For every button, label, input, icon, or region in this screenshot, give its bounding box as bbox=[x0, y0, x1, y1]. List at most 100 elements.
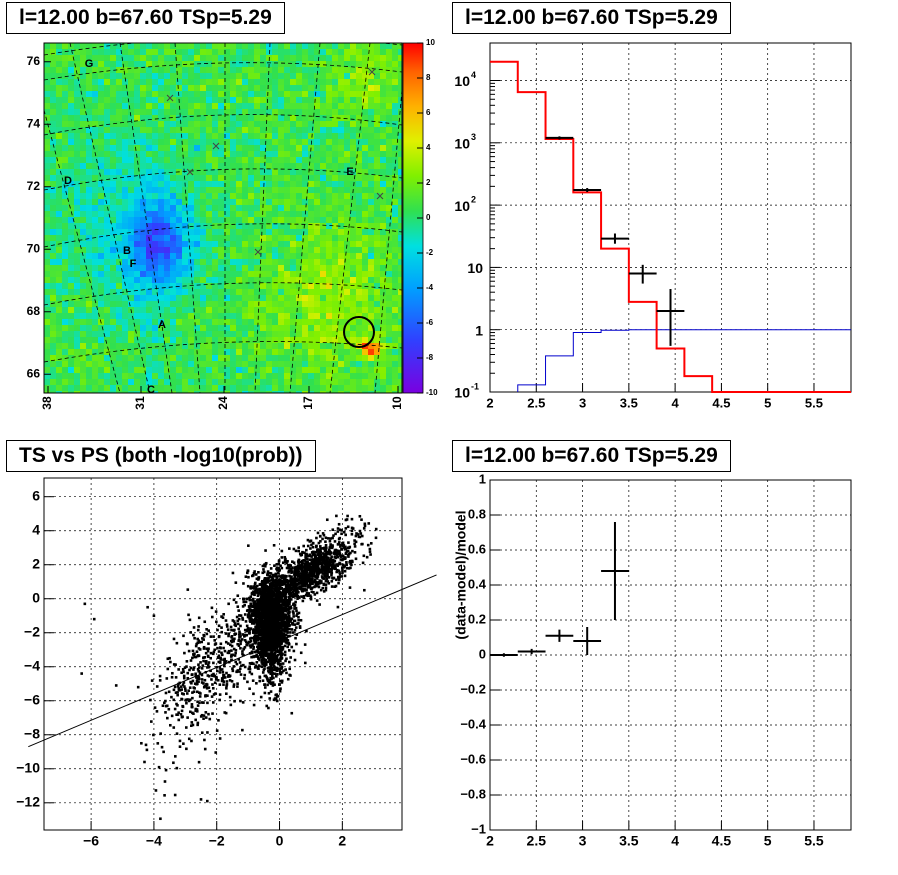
heatmap-cell bbox=[200, 253, 207, 260]
scatter-point bbox=[252, 571, 256, 575]
heatmap-cell bbox=[296, 103, 303, 110]
scatter-point bbox=[292, 615, 295, 618]
heatmap-cell bbox=[260, 289, 267, 296]
heatmap-cell bbox=[380, 223, 387, 230]
heatmap-cell bbox=[116, 271, 123, 278]
heatmap-cell bbox=[290, 271, 297, 278]
heatmap-cell bbox=[104, 289, 111, 296]
heatmap-cell bbox=[230, 385, 237, 392]
heatmap-cell bbox=[314, 235, 321, 242]
heatmap-cell bbox=[380, 61, 387, 68]
heatmap-cell bbox=[338, 85, 345, 92]
heatmap-cell bbox=[116, 139, 123, 146]
heatmap-cell bbox=[50, 385, 57, 392]
heatmap-cell bbox=[224, 115, 231, 122]
heatmap-cell bbox=[296, 151, 303, 158]
heatmap-cell bbox=[56, 157, 63, 164]
heatmap-cell bbox=[212, 259, 219, 266]
heatmap-cell bbox=[302, 67, 309, 74]
heatmap-cell bbox=[260, 259, 267, 266]
heatmap-cell bbox=[194, 331, 201, 338]
heatmap-cell bbox=[212, 115, 219, 122]
heatmap-cell bbox=[50, 139, 57, 146]
heatmap-cell bbox=[98, 283, 105, 290]
heatmap-cell bbox=[344, 187, 351, 194]
heatmap-cell bbox=[356, 157, 363, 164]
heatmap-cell bbox=[290, 97, 297, 104]
heatmap-cell bbox=[98, 223, 105, 230]
heatmap-cell bbox=[242, 301, 249, 308]
heatmap-cell bbox=[110, 67, 117, 74]
heatmap-cell bbox=[98, 373, 105, 380]
heatmap-cell bbox=[212, 253, 219, 260]
heatmap-cell bbox=[62, 313, 69, 320]
heatmap-cell bbox=[254, 253, 261, 260]
heatmap-cell bbox=[302, 127, 309, 134]
heatmap-cell bbox=[344, 199, 351, 206]
heatmap-cell bbox=[188, 205, 195, 212]
heatmap-cell bbox=[386, 361, 393, 368]
heatmap-cell bbox=[320, 385, 327, 392]
heatmap-cell bbox=[74, 181, 81, 188]
heatmap-cell bbox=[128, 283, 135, 290]
heatmap-cell bbox=[68, 217, 75, 224]
heatmap-cell bbox=[320, 235, 327, 242]
heatmap-cell bbox=[212, 133, 219, 140]
heatmap-cell bbox=[356, 325, 363, 332]
heatmap-cell bbox=[266, 271, 273, 278]
heatmap-cell bbox=[272, 163, 279, 170]
heatmap-cell bbox=[248, 181, 255, 188]
heatmap-cell bbox=[368, 49, 375, 56]
heatmap-cell bbox=[176, 361, 183, 368]
heatmap-cell bbox=[242, 217, 249, 224]
heatmap-cell bbox=[320, 79, 327, 86]
heatmap-cell bbox=[104, 283, 111, 290]
heatmap-cell bbox=[314, 43, 321, 50]
heatmap-cell bbox=[200, 199, 207, 206]
heatmap-cell bbox=[218, 199, 225, 206]
heatmap-cell bbox=[74, 73, 81, 80]
heatmap-cell bbox=[392, 97, 399, 104]
heatmap-cell bbox=[308, 253, 315, 260]
heatmap-cell bbox=[320, 199, 327, 206]
heatmap-cell bbox=[398, 337, 402, 344]
heatmap-cell bbox=[368, 217, 375, 224]
heatmap-cell bbox=[212, 283, 219, 290]
heatmap-cell bbox=[296, 277, 303, 284]
heatmap-cell bbox=[188, 109, 195, 116]
heatmap-cell bbox=[284, 319, 291, 326]
scatter-point bbox=[255, 626, 258, 630]
heatmap-cell bbox=[314, 241, 321, 248]
heatmap-cell bbox=[212, 157, 219, 164]
heatmap-cell bbox=[122, 103, 129, 110]
heatmap-cell bbox=[152, 121, 159, 128]
heatmap-cell bbox=[284, 373, 291, 380]
heatmap-cell bbox=[236, 139, 243, 146]
heatmap-cell bbox=[146, 199, 153, 206]
heatmap-cell bbox=[302, 247, 309, 254]
heatmap-cell bbox=[320, 97, 327, 104]
heatmap-cell bbox=[152, 325, 159, 332]
heatmap-cell bbox=[296, 139, 303, 146]
heatmap-cell bbox=[356, 85, 363, 92]
heatmap-cell bbox=[152, 343, 159, 350]
heatmap-cell bbox=[278, 139, 285, 146]
heatmap-cell bbox=[134, 85, 141, 92]
heatmap-cell bbox=[296, 313, 303, 320]
heatmap-cell bbox=[110, 247, 117, 254]
scatter-point bbox=[273, 599, 277, 603]
heatmap-cell bbox=[122, 271, 129, 278]
heatmap-cell bbox=[290, 343, 297, 350]
heatmap-cell bbox=[200, 223, 207, 230]
heatmap-cell bbox=[362, 367, 369, 374]
heatmap-cell bbox=[98, 91, 105, 98]
heatmap-cell bbox=[248, 319, 255, 326]
heatmap-cell bbox=[44, 331, 51, 338]
heatmap-cell bbox=[158, 349, 165, 356]
heatmap-cell bbox=[74, 319, 81, 326]
heatmap-cell bbox=[74, 193, 81, 200]
heatmap-cell bbox=[230, 187, 237, 194]
heatmap-cell bbox=[68, 55, 75, 62]
heatmap-cell bbox=[128, 133, 135, 140]
heatmap-cell bbox=[356, 145, 363, 152]
